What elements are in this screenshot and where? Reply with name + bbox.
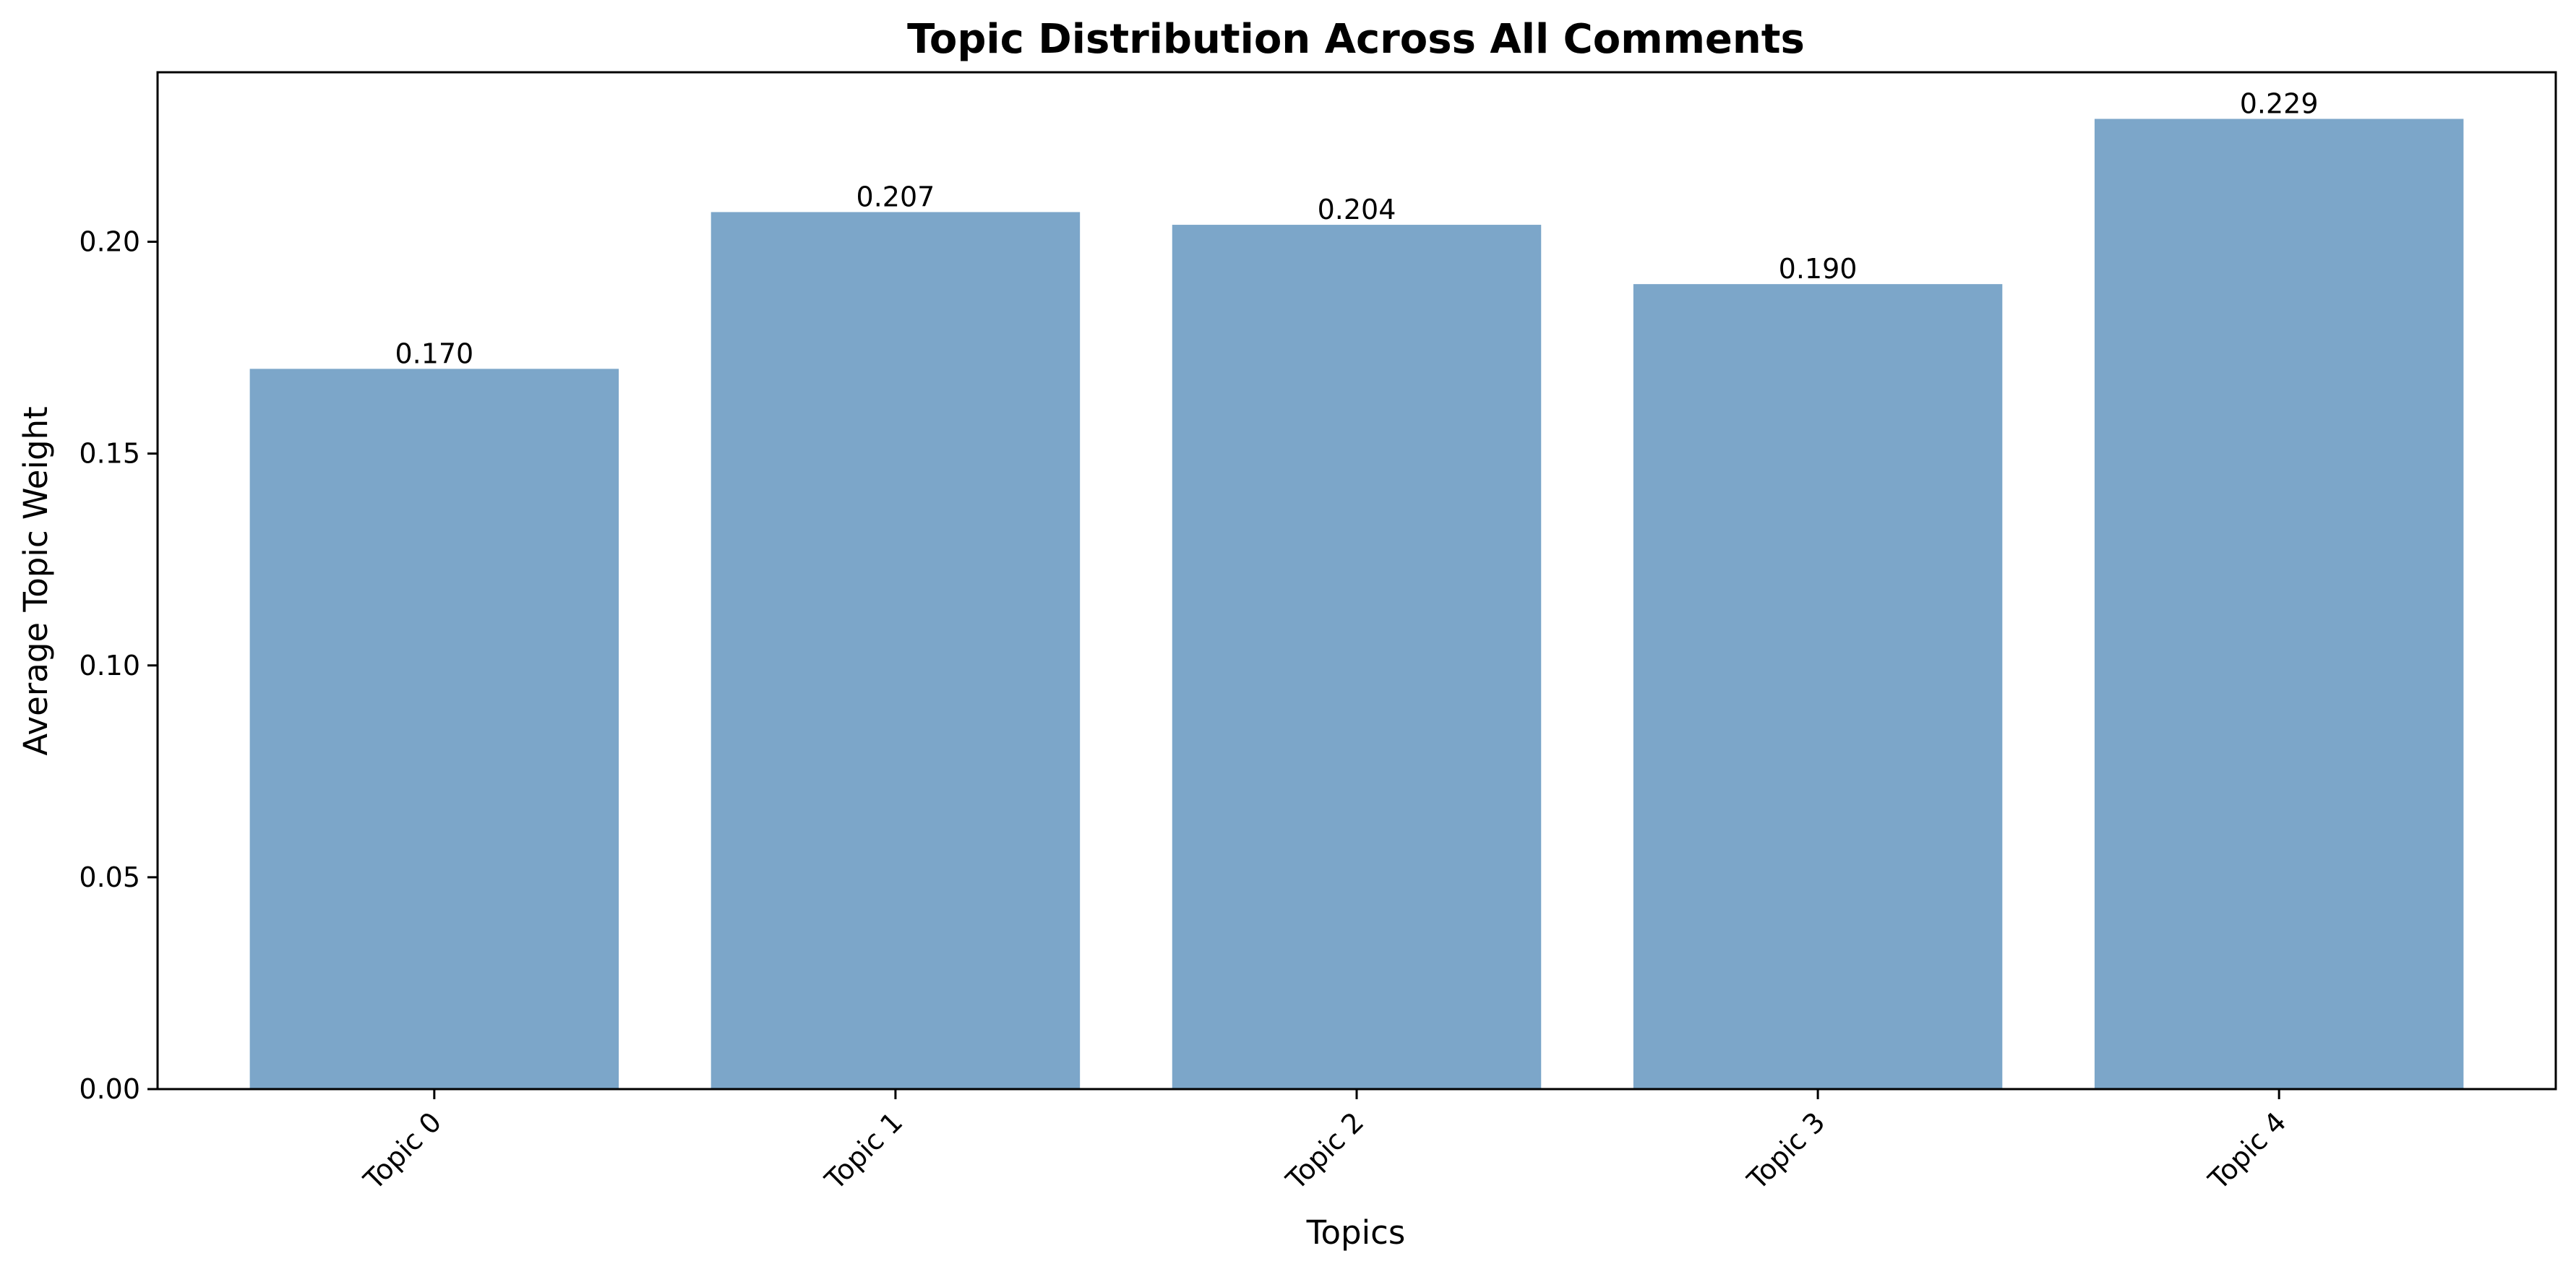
bar-topic-3 (1633, 284, 2003, 1089)
x-tick-label: Topic 1 (818, 1106, 909, 1196)
bars-layer (249, 119, 2464, 1089)
x-tick-label: Topic 0 (357, 1106, 447, 1196)
x-axis: Topic 0 Topic 1 Topic 2 Topic 3 Topic 4 (357, 1089, 2293, 1196)
y-axis-label: Average Topic Weight (17, 406, 55, 755)
x-axis-label: Topics (1306, 1213, 1406, 1252)
y-tick-label: 0.15 (79, 438, 140, 470)
data-label: 0.229 (2240, 87, 2319, 119)
bar-topic-1 (710, 212, 1081, 1089)
y-tick-label: 0.00 (79, 1073, 140, 1105)
plot-area-frame (156, 71, 2557, 1091)
x-tick-label: Topic 2 (1279, 1106, 1370, 1196)
data-labels-layer: 0.170 0.207 0.204 0.190 0.229 (395, 87, 2318, 369)
bar-topic-0 (249, 369, 619, 1089)
y-tick-label: 0.10 (79, 650, 140, 682)
bar-topic-2 (1172, 225, 1542, 1089)
y-tick-label: 0.20 (79, 226, 140, 258)
data-label: 0.170 (395, 337, 473, 369)
chart-title: Topic Distribution Across All Comments (907, 16, 1805, 63)
data-label: 0.190 (1779, 253, 1858, 285)
data-label: 0.207 (856, 181, 935, 212)
y-axis: 0.00 0.05 0.10 0.15 0.20 (79, 226, 158, 1105)
data-label: 0.204 (1318, 194, 1396, 225)
bar-topic-4 (2094, 119, 2464, 1089)
x-tick-label: Topic 4 (2202, 1106, 2292, 1196)
y-tick-label: 0.05 (79, 861, 140, 893)
x-tick-label: Topic 3 (1740, 1106, 1831, 1196)
